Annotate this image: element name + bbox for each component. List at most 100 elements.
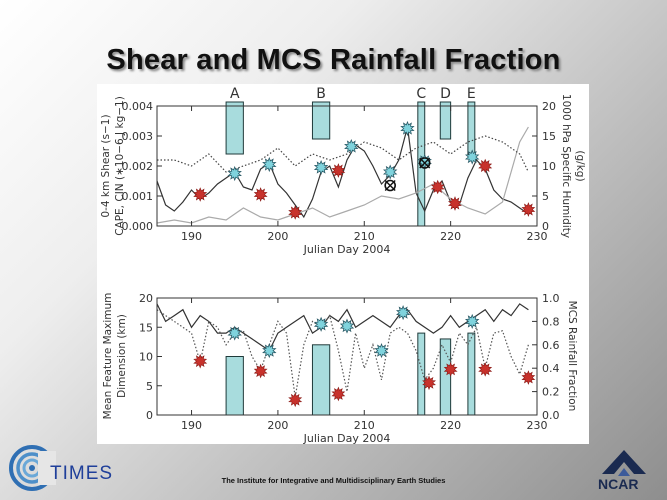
p1-x-tick-label-4: 230	[527, 230, 548, 243]
p2-red-star-marker-0	[193, 353, 208, 369]
p1-y-right-tick-label-3: 15	[542, 130, 556, 143]
p2-x-tick-label-4: 230	[527, 419, 548, 432]
p2-cyan-star-marker-6	[464, 313, 480, 329]
p2-y-left-axis-title-0: Mean Feature Maximum	[102, 293, 114, 420]
plot-panel: A B C D E 190 200 210 220 230 0.000 0.001 0.002 0.003…	[97, 84, 589, 444]
p2-cyan-star-marker-3	[339, 318, 355, 334]
p1-cyan-star-marker-0	[227, 165, 242, 182]
p1-event-label-C: C	[416, 86, 426, 102]
p2-y-left-tick-label-1: 5	[146, 380, 153, 393]
p2-series-line-0	[156, 303, 529, 352]
p1-event-label-E: E	[467, 86, 476, 102]
p1-series-line-1	[156, 126, 529, 224]
p2-cyan-star-marker-0	[227, 325, 242, 341]
p2-red-star-marker-6	[478, 362, 493, 377]
p1-event-label-A: A	[230, 86, 240, 102]
p1-event-box-B	[311, 101, 331, 140]
ncar-emblem-icon	[602, 450, 646, 476]
p2-cyan-star-marker-4	[374, 343, 389, 359]
p2-bar-2	[417, 332, 426, 416]
p2-red-star-marker-5	[443, 362, 458, 377]
p1-cyan-star-marker-2	[313, 159, 329, 176]
p2-cyan-star-marker-2	[313, 316, 329, 332]
p1-event-box-D	[439, 101, 452, 140]
p2-y-left-tick-label-3: 15	[139, 321, 153, 334]
p1-cyan-star-marker-7	[464, 149, 480, 165]
p2-y-left-tick-label-4: 20	[139, 292, 153, 305]
p1-y-right-tick-label-1: 5	[542, 190, 549, 203]
p1-red-star-marker-4	[430, 179, 445, 195]
p1-red-star-marker-2	[288, 205, 303, 220]
p2-red-star-marker-7	[521, 370, 536, 385]
times-swirl-icon	[9, 445, 56, 491]
p1-y-left-axis-title-0: 0-4 km Shear (s−1)	[100, 114, 112, 217]
p1-cyan-star-marker-3	[344, 138, 359, 155]
p1-series-line-0	[156, 126, 529, 219]
p1-y-left-axis-title-1: CAPE, CIN (∗10−6 J kg−1)	[114, 96, 126, 236]
p1-y-right-tick-label-2: 10	[542, 160, 556, 173]
p1-event-label-D: D	[440, 86, 451, 102]
p1-red-star-marker-5	[448, 196, 462, 211]
times-logo-text: TIMES	[50, 463, 114, 484]
p1-circle-marker-0	[384, 179, 396, 192]
p1-cyan-star-marker-5	[400, 120, 415, 137]
p2-x-tick-label-1: 200	[267, 419, 288, 432]
p1-series-line-2	[157, 135, 529, 173]
p2-x-axis-title: Julian Day 2004	[303, 432, 391, 444]
ncar-logo: NCAR	[588, 446, 660, 496]
p1-y-left-tick-label-2: 0.002	[122, 160, 154, 173]
p2-cyan-star-marker-1	[262, 343, 277, 359]
p1-x-tick-label-0: 190	[181, 230, 202, 243]
p1-y-left-tick-label-3: 0.003	[122, 130, 154, 143]
p1-x-marker-0	[384, 180, 396, 191]
p1-red-star-marker-0	[193, 187, 208, 202]
p2-y-right-tick-label-1: 0.2	[542, 386, 560, 399]
p2-series-line-1	[156, 309, 529, 398]
p1-plot-frame	[156, 105, 538, 227]
p1-event-box-A	[225, 101, 244, 155]
p2-y-right-tick-label-0: 0.0	[542, 409, 560, 422]
p2-red-star-marker-4	[422, 375, 436, 391]
p2-x-tick-label-3: 220	[440, 419, 461, 432]
p2-cyan-star-marker-5	[396, 305, 411, 321]
p2-y-left-axis-title-1: Dimension (km)	[116, 314, 128, 398]
p2-y-left-tick-label-2: 10	[139, 351, 153, 364]
p1-red-star-marker-1	[253, 187, 268, 202]
p1-cyan-star-marker-4	[382, 164, 398, 180]
p1-y-left-tick-label-0: 0.000	[122, 220, 154, 233]
p2-x-tick-label-0: 190	[181, 419, 202, 432]
p2-y-right-tick-label-4: 0.8	[542, 315, 560, 328]
p1-y-left-tick-label-4: 0.004	[122, 100, 154, 113]
p2-y-right-tick-label-2: 0.4	[542, 362, 560, 375]
p1-cyan-star-marker-1	[262, 156, 277, 173]
p2-y-right-tick-label-3: 0.6	[542, 339, 560, 352]
p1-y-right-axis-title-1: (g/kg)	[574, 150, 586, 181]
p1-y-left-tick-label-1: 0.001	[122, 190, 154, 203]
p1-red-star-marker-3	[331, 163, 346, 178]
times-logo: TIMES	[8, 441, 128, 495]
p1-x-axis-title: Julian Day 2004	[303, 243, 391, 256]
p1-x-marker-1	[419, 157, 431, 169]
p2-bar-4	[467, 332, 476, 416]
p1-y-right-tick-label-0: 0	[542, 220, 549, 233]
p2-red-star-marker-1	[253, 363, 268, 379]
p1-x-tick-label-2: 210	[354, 230, 375, 243]
p2-plot-frame	[156, 297, 538, 416]
ncar-logo-text: NCAR	[598, 476, 639, 492]
p1-x-tick-label-1: 200	[267, 230, 288, 243]
p1-red-star-marker-7	[521, 202, 536, 217]
p2-y-right-tick-label-5: 1.0	[542, 292, 560, 305]
p1-event-box-E	[467, 101, 476, 155]
p1-red-star-marker-6	[478, 158, 493, 174]
slide-title: Shear and MCS Rainfall Fraction	[106, 44, 561, 76]
p2-bar-1	[311, 344, 331, 416]
p2-y-left-tick-label-0: 0	[146, 409, 153, 422]
p1-event-label-B: B	[316, 86, 326, 102]
p1-x-tick-label-3: 220	[440, 230, 461, 243]
p2-red-star-marker-2	[288, 392, 303, 408]
p2-y-right-axis-title-0: MCS Rainfall Fraction	[566, 301, 578, 412]
p1-y-right-tick-label-4: 20	[542, 100, 556, 113]
p1-y-right-axis-title-0: 1000 hPa Specific Humidity	[560, 94, 572, 238]
p2-x-tick-label-2: 210	[354, 419, 375, 432]
